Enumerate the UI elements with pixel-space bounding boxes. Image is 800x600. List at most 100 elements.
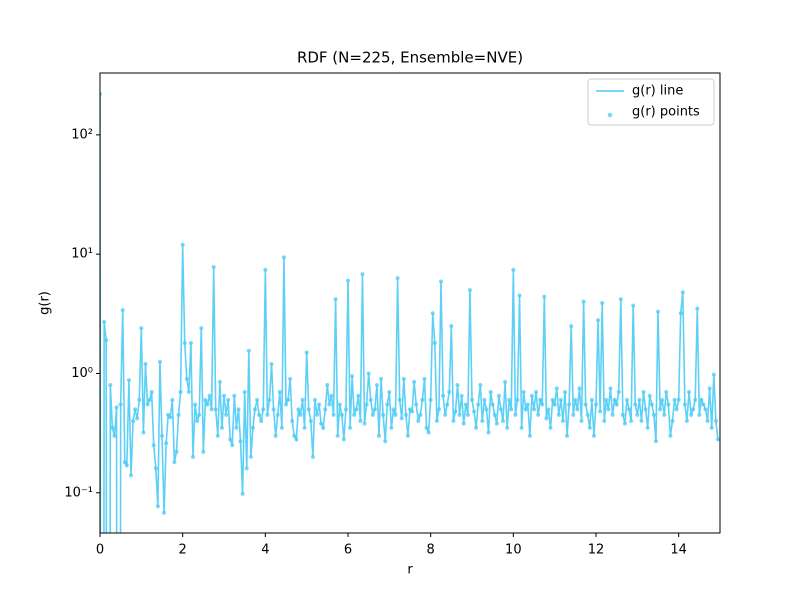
rdf-point — [366, 371, 371, 376]
rdf-point — [534, 389, 539, 394]
rdf-point — [157, 359, 162, 364]
rdf-point — [362, 421, 367, 426]
rdf-point — [709, 425, 714, 430]
rdf-point — [139, 326, 144, 331]
rdf-point — [217, 379, 222, 384]
rdf-point — [267, 397, 272, 402]
x-tick-label: 8 — [427, 543, 435, 558]
rdf-point — [693, 397, 698, 402]
rdf-point — [424, 425, 429, 430]
rdf-point — [449, 323, 454, 328]
rdf-point — [577, 386, 582, 391]
rdf-point — [426, 430, 431, 435]
rdf-point — [676, 397, 681, 402]
rdf-point — [325, 383, 330, 388]
rdf-point — [517, 293, 522, 298]
x-tick-label: 10 — [505, 543, 522, 558]
rdf-point — [616, 389, 621, 394]
rdf-point — [329, 393, 334, 398]
x-tick-label: 0 — [96, 543, 104, 558]
rdf-point — [397, 397, 402, 402]
rdf-point — [691, 407, 696, 412]
rdf-point — [575, 407, 580, 412]
rdf-point — [569, 323, 574, 328]
rdf-point — [205, 402, 210, 407]
rdf-point — [715, 437, 720, 442]
rdf-point — [490, 402, 495, 407]
rdf-point — [360, 272, 365, 277]
rdf-point — [253, 407, 257, 412]
rdf-point — [350, 374, 355, 379]
rdf-point — [370, 412, 375, 417]
rdf-point — [284, 402, 288, 407]
chart-title: RDF (N=225, Ensemble=NVE) — [297, 49, 523, 67]
rdf-point — [317, 402, 322, 407]
rdf-point — [348, 425, 353, 430]
rdf-point — [403, 412, 408, 417]
x-tick-label: 14 — [670, 543, 687, 558]
x-tick-label: 4 — [261, 543, 269, 558]
rdf-point — [385, 402, 390, 407]
rdf-point — [637, 397, 642, 402]
rdf-point — [172, 460, 177, 465]
rdf-point — [461, 421, 466, 426]
rdf-point — [296, 407, 301, 412]
rdf-point — [610, 412, 615, 417]
rdf-point — [482, 397, 487, 402]
rdf-point — [556, 412, 561, 417]
rdf-point — [604, 397, 609, 402]
rdf-point — [339, 412, 344, 417]
rdf-point — [664, 389, 669, 394]
rdf-point — [515, 397, 520, 402]
rdf-point — [310, 454, 315, 459]
rdf-point — [428, 397, 433, 402]
rdf-point — [567, 402, 572, 407]
rdf-point — [643, 407, 648, 412]
rdf-point — [711, 372, 716, 377]
rdf-point — [420, 397, 425, 402]
rdf-point — [120, 308, 125, 313]
rdf-point — [445, 402, 450, 407]
rdf-point — [627, 407, 632, 412]
rdf-point — [478, 383, 483, 388]
rdf-point — [647, 393, 652, 398]
rdf-point — [544, 416, 549, 421]
rdf-point — [470, 397, 474, 402]
rdf-point — [511, 267, 516, 272]
rdf-point — [170, 397, 175, 402]
rdf-point — [412, 379, 417, 384]
rdf-point — [416, 418, 421, 423]
rdf-point — [176, 412, 181, 417]
rdf-point — [492, 412, 497, 417]
rdf-point — [126, 378, 131, 383]
rdf-point — [581, 299, 586, 304]
rdf-line — [100, 94, 719, 533]
legend-dot — [607, 112, 613, 118]
axes-frame — [99, 72, 721, 534]
rdf-point — [273, 433, 278, 438]
rdf-point — [463, 402, 468, 407]
rdf-point — [383, 439, 388, 444]
rdf-point — [451, 418, 456, 423]
rdf-point — [124, 463, 129, 468]
rdf-point — [352, 412, 357, 417]
rdf-point — [108, 383, 113, 388]
rdf-point — [656, 309, 660, 314]
rdf-point — [540, 402, 545, 407]
rdf-point — [422, 376, 427, 381]
rdf-point — [114, 405, 119, 410]
rdf-point — [160, 433, 164, 438]
rdf-point — [563, 389, 567, 394]
rdf-point — [141, 430, 146, 435]
rdf-point — [207, 393, 212, 398]
rdf-point — [486, 430, 491, 435]
rdf-point — [472, 409, 477, 414]
rdf-point — [476, 402, 481, 407]
rdf-point — [222, 393, 226, 398]
rdf-point — [143, 362, 148, 367]
rdf-point — [188, 341, 193, 346]
rdf-point — [346, 278, 350, 283]
rdf-point — [436, 407, 441, 412]
rdf-point — [137, 397, 142, 402]
